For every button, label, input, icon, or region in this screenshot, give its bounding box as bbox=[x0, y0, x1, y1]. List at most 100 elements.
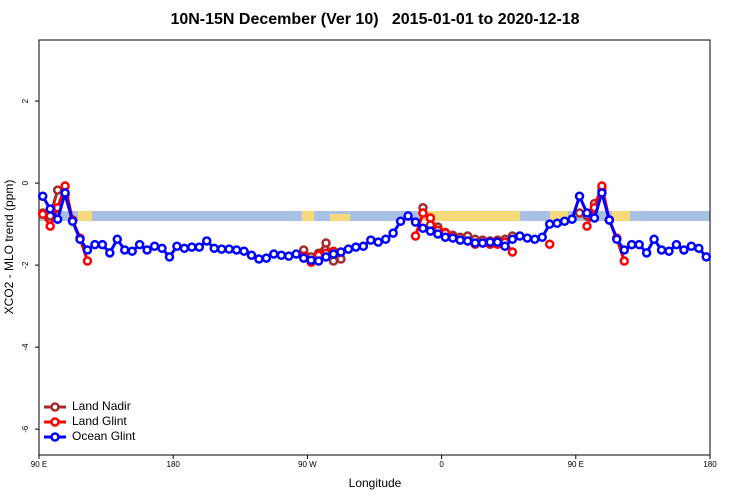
data-point bbox=[455, 235, 465, 245]
data-point bbox=[90, 239, 100, 250]
data-point bbox=[492, 237, 503, 247]
land-strip bbox=[550, 211, 568, 221]
data-point bbox=[462, 236, 473, 246]
data-point bbox=[410, 231, 421, 241]
data-point bbox=[626, 239, 637, 250]
data-point bbox=[202, 236, 212, 246]
data-point bbox=[537, 232, 547, 242]
data-point bbox=[269, 249, 279, 259]
land-strip bbox=[420, 211, 520, 221]
data-point bbox=[425, 213, 436, 223]
data-point bbox=[597, 188, 607, 198]
data-point bbox=[582, 221, 592, 231]
data-point bbox=[664, 246, 674, 256]
data-point bbox=[37, 209, 48, 220]
map-strip bbox=[39, 211, 710, 221]
data-point bbox=[172, 241, 182, 252]
data-point bbox=[574, 191, 585, 201]
y-tick-label: -2 bbox=[21, 261, 30, 269]
data-point bbox=[694, 243, 704, 254]
data-point bbox=[373, 237, 383, 247]
data-point bbox=[45, 204, 55, 214]
data-point bbox=[291, 249, 301, 259]
data-point bbox=[75, 234, 85, 245]
data-point bbox=[440, 232, 451, 242]
data-point bbox=[448, 233, 458, 243]
x-tick-label: 180 bbox=[167, 460, 181, 469]
data-point bbox=[343, 244, 354, 254]
data-point bbox=[321, 238, 331, 248]
y-tick-label: 2 bbox=[21, 98, 30, 103]
data-point bbox=[321, 252, 331, 262]
data-point bbox=[507, 247, 518, 257]
data-point bbox=[649, 234, 659, 245]
data-point bbox=[164, 252, 175, 262]
data-point bbox=[149, 241, 160, 252]
legend-label: Land Nadir bbox=[72, 399, 131, 413]
data-point bbox=[418, 208, 428, 218]
data-point bbox=[224, 244, 234, 254]
land-strip bbox=[612, 211, 630, 221]
y-tick-label: -6 bbox=[21, 425, 30, 433]
data-point bbox=[582, 208, 592, 218]
data-point bbox=[589, 213, 600, 223]
plot-frame bbox=[38, 39, 711, 456]
data-point bbox=[246, 250, 257, 261]
data-point bbox=[45, 221, 55, 231]
data-point bbox=[119, 245, 130, 255]
data-point bbox=[276, 250, 287, 261]
ocean-strip bbox=[39, 211, 710, 221]
data-point bbox=[500, 241, 510, 252]
data-point bbox=[544, 219, 555, 229]
data-point bbox=[395, 216, 406, 227]
data-point bbox=[134, 239, 145, 250]
data-point bbox=[679, 245, 689, 255]
y-axis-label: XCO2 - MLO trend (ppm) bbox=[2, 180, 16, 315]
y-tick-label: 0 bbox=[21, 180, 30, 185]
data-point bbox=[485, 237, 495, 247]
x-axis-label: Longitude bbox=[349, 476, 402, 490]
data-point bbox=[686, 241, 697, 252]
data-point bbox=[67, 216, 78, 227]
data-point bbox=[336, 247, 346, 257]
data-point bbox=[470, 238, 480, 248]
x-tick-label: 90 E bbox=[31, 460, 47, 469]
data-point bbox=[515, 231, 525, 241]
data-point bbox=[157, 243, 167, 254]
data-point bbox=[313, 256, 324, 266]
data-point bbox=[507, 234, 518, 245]
data-point bbox=[306, 255, 316, 265]
data-point bbox=[604, 215, 615, 225]
data-point bbox=[612, 234, 622, 245]
data-point bbox=[231, 245, 242, 255]
data-point bbox=[701, 252, 712, 262]
data-point bbox=[634, 239, 644, 250]
land-strip bbox=[330, 214, 350, 221]
data-point bbox=[552, 218, 562, 229]
data-point bbox=[425, 226, 436, 236]
data-point bbox=[403, 211, 413, 221]
y-tick-label: -4 bbox=[21, 343, 30, 351]
data-point bbox=[410, 217, 421, 227]
data-point bbox=[530, 234, 540, 245]
x-tick-label: 180 bbox=[703, 460, 717, 469]
data-point bbox=[82, 256, 93, 266]
data-point bbox=[567, 214, 577, 224]
legend-label: Land Glint bbox=[72, 414, 127, 428]
data-point bbox=[239, 246, 249, 256]
data-point bbox=[179, 243, 190, 254]
data-point bbox=[328, 249, 339, 259]
data-point bbox=[433, 229, 443, 239]
data-point bbox=[194, 242, 205, 252]
legend-marker bbox=[50, 402, 60, 412]
data-point bbox=[142, 245, 152, 255]
data-point bbox=[187, 242, 197, 252]
data-point bbox=[358, 241, 369, 252]
data-point bbox=[351, 242, 361, 252]
data-point bbox=[298, 253, 309, 263]
data-point bbox=[671, 239, 682, 250]
data-point bbox=[574, 208, 585, 218]
land-strip bbox=[302, 211, 314, 221]
